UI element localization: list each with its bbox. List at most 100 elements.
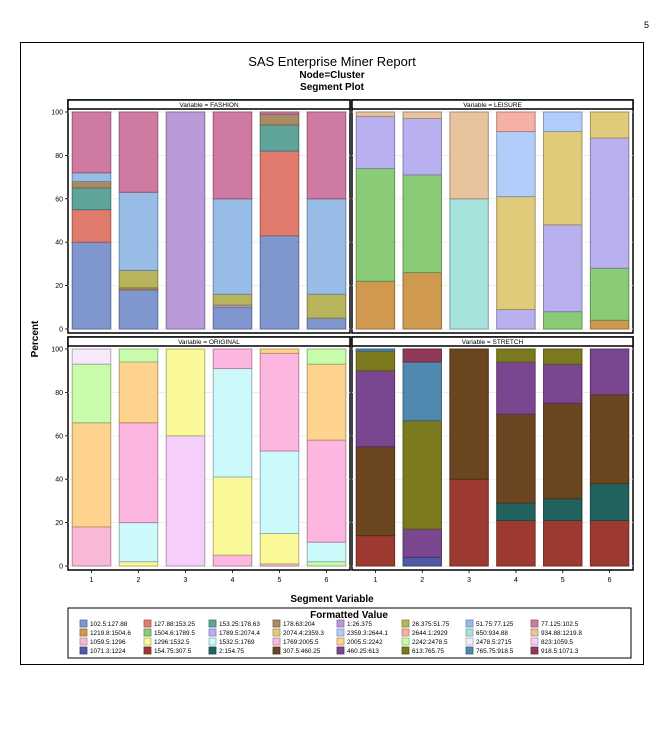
legend-label: 613:765.75	[412, 648, 444, 655]
bar-segment	[402, 174, 442, 274]
panel-frame	[351, 99, 634, 334]
bar-segment	[259, 532, 300, 565]
bar-segment	[355, 167, 396, 282]
legend-swatch	[530, 628, 539, 637]
legend-item: 650:934.88	[465, 628, 508, 637]
legend-item: 2:154.75	[208, 646, 244, 655]
bar-segment	[543, 111, 583, 133]
legend-item: 154.75:307.5	[143, 646, 192, 655]
legend-item: 1296:1532.5	[143, 637, 190, 646]
legend-swatch	[530, 646, 539, 655]
bar-segment	[118, 361, 159, 424]
bar-segment	[496, 196, 536, 310]
legend-label: 460.25:613	[347, 648, 379, 655]
x-tick-label: 2	[137, 577, 141, 584]
bar-segment	[496, 361, 536, 415]
legend-swatch	[401, 637, 410, 646]
bar-segment	[71, 180, 112, 189]
bar-segment	[306, 293, 347, 319]
bar-segment	[306, 317, 347, 330]
bar-segment	[71, 209, 112, 243]
legend-swatch	[272, 637, 281, 646]
legend-swatch	[79, 637, 88, 646]
legend-label: 918.5:1071.3	[541, 648, 579, 655]
bar-segment	[71, 422, 112, 528]
legend-swatch	[143, 619, 152, 628]
panel-2: Variable = LEISURE	[351, 99, 634, 334]
legend-label: 2242:2478.5	[412, 639, 448, 646]
bar-segment	[589, 137, 630, 269]
panel-frame	[67, 99, 351, 334]
legend-label: 2359.3:2644.1	[347, 630, 388, 637]
bar-segment	[449, 348, 489, 480]
bar-segment	[543, 519, 583, 567]
panel-header-box	[67, 99, 351, 110]
bar-segment	[543, 498, 583, 521]
bar-segment	[118, 561, 159, 567]
bar-segment	[259, 150, 300, 237]
bar-segment	[212, 368, 253, 478]
bar-segment	[496, 131, 536, 198]
bar-segment	[449, 478, 489, 567]
legend-item: 77.125:102.5	[530, 619, 579, 628]
legend-label: 2:154.75	[219, 648, 244, 655]
legend-swatch	[272, 628, 281, 637]
bar-segment	[71, 363, 112, 424]
legend-swatch	[336, 646, 345, 655]
y-tick-label: 60	[55, 433, 63, 440]
y-tick-label: 20	[55, 283, 63, 290]
panel-4: Variable = STRETCH 1 2 3 4 5 6	[351, 336, 634, 584]
legend-item: 1789.5:2074.4	[208, 628, 260, 637]
legend-swatch	[143, 628, 152, 637]
legend-swatch	[401, 619, 410, 628]
legend-label: 2074.4:2359.3	[283, 630, 324, 637]
bar-segment	[355, 350, 396, 372]
bar-segment	[212, 293, 253, 306]
bar-segment	[589, 319, 630, 330]
legend-label: 154.75:307.5	[154, 648, 192, 655]
bar-segment	[496, 308, 536, 330]
legend-swatch	[208, 628, 217, 637]
report-subtitle-node: Node=Cluster	[299, 70, 364, 81]
legend-item: 178.63:204	[272, 619, 315, 628]
bar-segment	[212, 198, 253, 295]
bar-segment	[165, 111, 206, 330]
legend-label: 2478.5:2715	[476, 639, 512, 646]
bar-segment	[402, 556, 442, 567]
bar-segment	[589, 483, 630, 521]
bar-segment	[449, 198, 489, 330]
report-subtitle-plot: Segment Plot	[300, 82, 365, 93]
bar-segment	[306, 561, 347, 567]
x-tick-label: 2	[420, 577, 424, 584]
legend-swatch	[143, 637, 152, 646]
legend-swatch	[336, 619, 345, 628]
x-tick-label: 5	[561, 577, 565, 584]
panel-header: Variable = LEISURE	[463, 102, 522, 109]
bar-segment	[259, 348, 300, 354]
legend-item: 2359.3:2644.1	[336, 628, 388, 637]
bar-segment	[496, 413, 536, 504]
legend-label: 1532.5:1769	[219, 639, 255, 646]
bar-segment	[118, 422, 159, 524]
x-tick-label: 6	[608, 577, 612, 584]
legend-label: 1:26.375	[347, 621, 372, 628]
bar-segment	[496, 111, 536, 133]
legend-item: 460.25:613	[336, 646, 379, 655]
bar-segment	[306, 198, 347, 295]
legend-item: 1:26.375	[336, 619, 372, 628]
y-tick-label: 40	[55, 477, 63, 484]
legend-item: 2644.1:2929	[401, 628, 448, 637]
legend-swatch	[530, 637, 539, 646]
bar-segment	[402, 272, 442, 330]
legend-label: 178.63:204	[283, 621, 315, 628]
legend-label: 1059.5:1296	[90, 639, 126, 646]
bar-segment	[118, 269, 159, 289]
legend-swatch	[465, 646, 474, 655]
legend-item: 2074.4:2359.3	[272, 628, 324, 637]
y-tick-label: 100	[51, 110, 63, 117]
x-tick-label: 5	[278, 577, 282, 584]
bar-segment	[306, 363, 347, 441]
panel-frame	[351, 336, 634, 571]
legend-label: 1769:2005.5	[283, 639, 319, 646]
